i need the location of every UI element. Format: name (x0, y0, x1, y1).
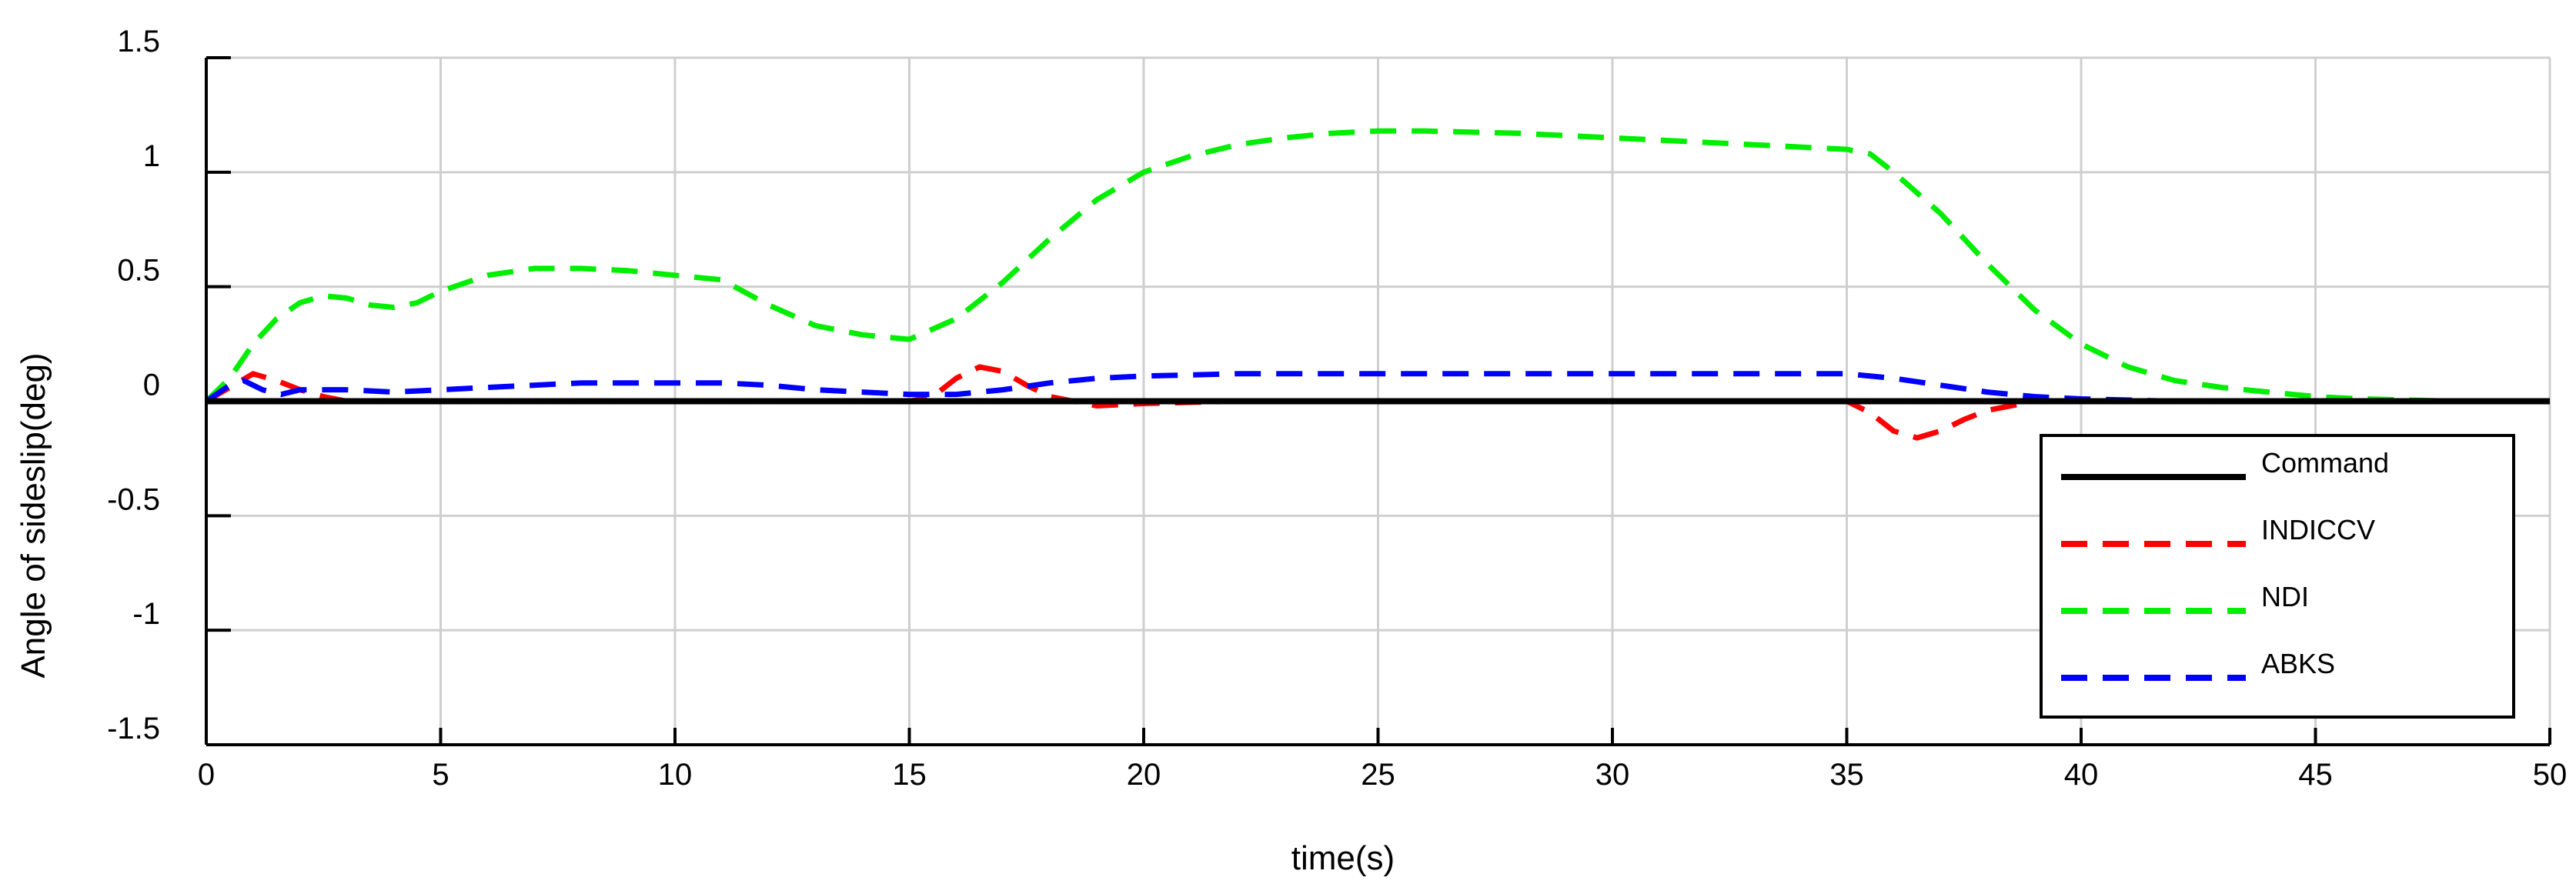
y-tick-label: 0 (143, 369, 160, 402)
tick-labels: 0 5 10 15 20 25 30 35 40 45 50 -1.5 -1 -0.5 0 0.5 1 1.5 (107, 25, 2567, 792)
x-tick-label: 25 (1361, 758, 1395, 792)
x-tick-label: 45 (2298, 758, 2333, 792)
x-tick-label: 30 (1595, 758, 1630, 792)
y-tick-label: 1 (143, 139, 160, 173)
series-line-abks (205, 371, 2550, 404)
series-line-ndi (204, 128, 2550, 404)
y-tick-label: -0.5 (107, 482, 160, 516)
legend: Command INDICCV NDI ABKS (2040, 434, 2515, 719)
y-tick-label: -1 (132, 597, 160, 631)
x-tick-label: 40 (2064, 758, 2099, 792)
axes (205, 56, 2551, 746)
x-tick-label: 0 (198, 758, 215, 792)
legend-label-abks: ABKS (2261, 648, 2335, 679)
legend-label-ndi: NDI (2261, 581, 2309, 612)
x-tick-label: 10 (658, 758, 693, 792)
legend-label-command: Command (2261, 447, 2389, 479)
legend-box (2040, 434, 2515, 719)
x-tick-label: 5 (432, 758, 449, 792)
y-tick-label: 1.5 (117, 25, 160, 58)
x-tick-label: 20 (1127, 758, 1161, 792)
legend-label-indiccv: INDICCV (2261, 514, 2375, 545)
x-axis-label: time(s) (1291, 839, 1395, 877)
series-lines (204, 128, 2550, 441)
x-tick-label: 15 (892, 758, 927, 792)
x-tick-label: 50 (2533, 758, 2568, 792)
y-axis-label: Angle of sideslip(deg) (15, 352, 52, 678)
x-tick-label: 35 (1829, 758, 1864, 792)
y-tick-label: -1.5 (107, 712, 160, 746)
y-tick-label: 0.5 (117, 254, 160, 288)
